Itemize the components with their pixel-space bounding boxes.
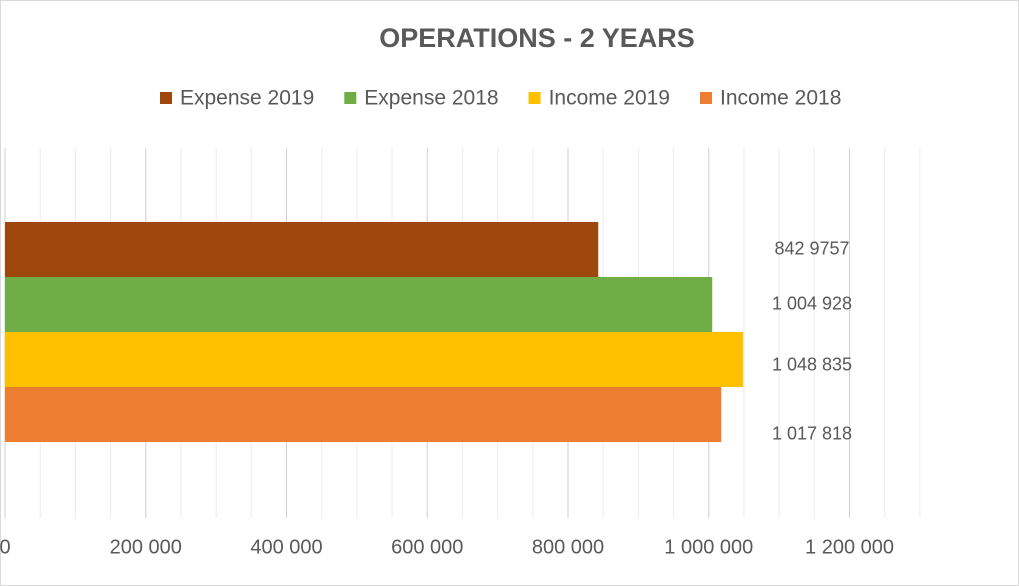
value-label: 1 017 818 [772, 423, 852, 443]
x-tick-label: 0 [0, 536, 11, 558]
legend-label: Income 2019 [549, 87, 670, 110]
bar [5, 332, 744, 387]
chart-title: OPERATIONS - 2 YEARS [379, 23, 695, 53]
x-tick-label: 1 200 000 [805, 536, 894, 558]
bar [5, 387, 722, 442]
x-tick-label: 600 000 [391, 536, 463, 558]
x-tick-label: 800 000 [532, 536, 604, 558]
bar [5, 277, 713, 332]
legend-swatch [344, 92, 357, 104]
legend-swatch [160, 92, 172, 104]
legend-label: Income 2018 [720, 87, 841, 110]
value-label: 842 9757 [774, 238, 849, 258]
value-label: 1 004 928 [772, 293, 852, 313]
x-tick-label: 1 000 000 [664, 536, 753, 558]
legend-label: Expense 2018 [364, 87, 498, 110]
legend-swatch [699, 92, 712, 104]
value-label: 1 048 835 [772, 354, 852, 374]
x-tick-label: 200 000 [110, 536, 182, 558]
x-tick-label: 400 000 [250, 536, 322, 558]
legend-label: Expense 2019 [180, 87, 314, 110]
legend-swatch [528, 92, 541, 104]
bar [5, 222, 599, 277]
